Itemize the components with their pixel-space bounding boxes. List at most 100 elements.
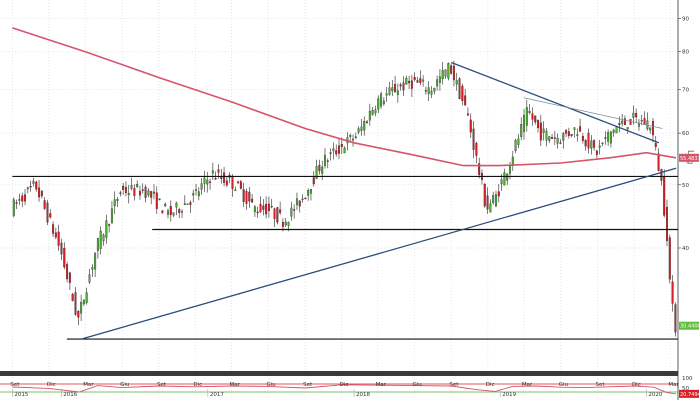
- price-tick-label: 60: [682, 131, 689, 137]
- x-tick-label: Giu: [559, 382, 568, 388]
- candle-body: [539, 122, 542, 141]
- candle-body: [186, 203, 189, 205]
- candle-body: [183, 203, 186, 205]
- rsi-value-badge-bg: [679, 389, 699, 398]
- year-label: 2017: [210, 392, 224, 398]
- candle-body: [189, 202, 192, 206]
- x-tick-label: Set: [157, 382, 167, 388]
- candle-body: [287, 222, 290, 226]
- candle-body: [542, 128, 545, 133]
- candle-body: [18, 199, 21, 201]
- year-label: 2018: [356, 392, 370, 398]
- candle-body: [15, 202, 18, 204]
- x-tick-label: Dic: [632, 382, 641, 388]
- candle-body: [452, 65, 455, 81]
- candle-body: [438, 76, 441, 83]
- candle-body: [506, 173, 509, 181]
- candle-body: [380, 93, 383, 107]
- candle-body: [167, 210, 169, 215]
- x-tick-label: Mar: [376, 382, 387, 388]
- candle-body: [231, 176, 234, 189]
- candle-body: [497, 191, 500, 197]
- candle-body: [486, 195, 489, 210]
- candle-body: [551, 137, 554, 139]
- candle-body: [368, 110, 371, 121]
- candle-body: [335, 150, 338, 155]
- candle-body: [211, 170, 214, 174]
- candle-body: [492, 195, 495, 203]
- candle-body: [573, 127, 576, 130]
- candle-body: [136, 184, 139, 187]
- candle-body: [441, 70, 444, 80]
- candle-body: [318, 165, 321, 172]
- candle-body: [60, 242, 63, 255]
- candle-body: [290, 207, 293, 217]
- candle-body: [413, 77, 416, 80]
- candle-body: [91, 267, 94, 270]
- candle-body: [82, 299, 85, 305]
- candle-body: [593, 140, 596, 148]
- candle-body: [24, 194, 27, 202]
- candle-body: [32, 180, 35, 184]
- candle-body: [113, 199, 116, 207]
- candle-body: [315, 166, 318, 179]
- candle-body: [54, 232, 57, 238]
- x-tick-label: Set: [303, 382, 313, 388]
- candle-body: [12, 199, 15, 216]
- candle-body: [382, 100, 385, 105]
- candle-body: [158, 198, 161, 200]
- x-tick-label: Giu: [120, 382, 129, 388]
- candle-body: [223, 172, 226, 183]
- candle-body: [523, 114, 526, 132]
- x-tick-label: Set: [596, 382, 606, 388]
- rsi-tick-label: 100: [682, 376, 693, 382]
- candle-body: [259, 203, 262, 213]
- candle-body: [133, 188, 136, 196]
- candle-body: [237, 181, 240, 184]
- candle-body: [217, 169, 220, 173]
- candle-body: [124, 187, 127, 194]
- candle-body: [570, 134, 573, 136]
- candle-body: [559, 142, 562, 144]
- candle-body: [304, 197, 307, 200]
- candle-body: [562, 133, 565, 141]
- candle-body: [301, 198, 304, 201]
- candle-body: [671, 281, 674, 304]
- candle-body: [649, 127, 652, 131]
- candle-body: [332, 148, 335, 152]
- candle-body: [284, 221, 287, 226]
- candle-body: [80, 302, 83, 314]
- x-tick-label: Mar: [229, 382, 240, 388]
- candle-body: [567, 131, 570, 136]
- price-tick-label: 90: [682, 16, 689, 22]
- candle-body: [422, 79, 425, 82]
- candle-body: [657, 153, 660, 171]
- price-value-badge-bg: [679, 321, 699, 330]
- candle-body: [478, 163, 481, 175]
- candle-body: [556, 138, 559, 144]
- candle-body: [514, 140, 517, 151]
- candle-body: [248, 191, 251, 202]
- candle-body: [29, 186, 32, 188]
- candle-body: [197, 191, 200, 197]
- candle-body: [663, 176, 666, 216]
- candle-body: [130, 185, 133, 189]
- candle-body: [399, 84, 402, 87]
- candle-body: [534, 115, 537, 123]
- candle-body: [520, 124, 523, 137]
- candle-body: [110, 208, 113, 224]
- candle-body: [71, 293, 74, 301]
- x-tick-label: Set: [449, 382, 459, 388]
- candle-body: [195, 189, 198, 191]
- candle-body: [343, 147, 346, 154]
- candle-body: [63, 248, 66, 268]
- candle-body: [584, 140, 587, 147]
- candle-body: [601, 142, 604, 144]
- year-label: 2015: [14, 392, 28, 398]
- candle-body: [102, 234, 105, 242]
- candle-body: [598, 145, 601, 148]
- candle-body: [68, 272, 71, 283]
- year-label: 2019: [502, 392, 516, 398]
- candle-body: [604, 137, 607, 139]
- candle-body: [35, 181, 38, 190]
